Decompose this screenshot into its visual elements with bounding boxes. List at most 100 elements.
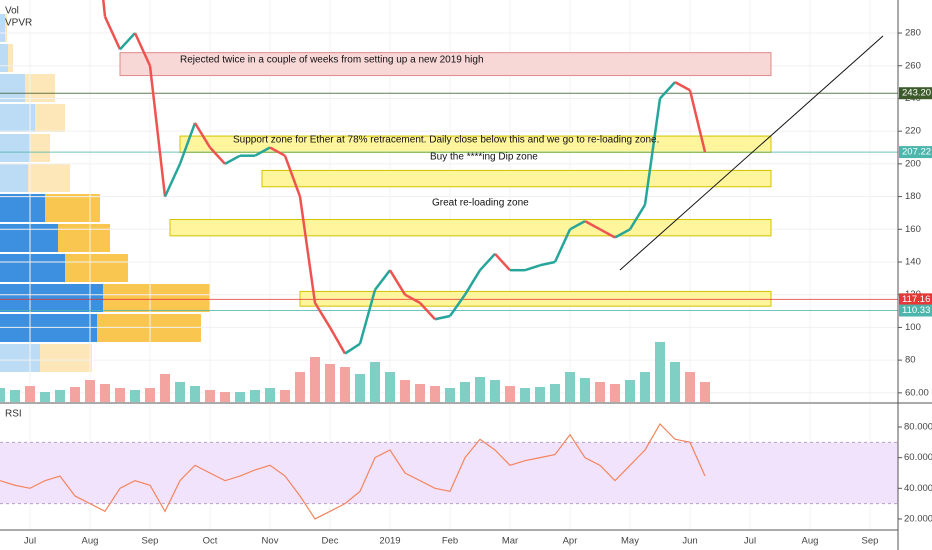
volume-bar bbox=[145, 388, 155, 402]
y-tick-label: 200 bbox=[905, 158, 921, 169]
y-tick-label: 160 bbox=[905, 224, 921, 235]
price-segment bbox=[614, 228, 631, 239]
vpvr-up bbox=[0, 44, 8, 72]
volume-bar bbox=[580, 378, 590, 402]
price-segment bbox=[419, 302, 436, 321]
vol-label: Vol bbox=[5, 6, 19, 17]
vpvr-down bbox=[97, 314, 201, 342]
x-tick-label: Apr bbox=[563, 536, 578, 547]
y-tick-label: 80 bbox=[905, 355, 916, 366]
rsi-pane bbox=[0, 404, 898, 530]
volume-bar bbox=[535, 387, 545, 402]
vpvr-up bbox=[0, 134, 30, 162]
x-tick-label: Jul bbox=[24, 536, 36, 547]
x-tick-label: 2019 bbox=[379, 536, 400, 547]
y-tick-label: 220 bbox=[905, 126, 921, 137]
vpvr-down bbox=[103, 284, 210, 312]
volume-bar bbox=[70, 387, 80, 402]
zone-label: Great re-loading zone bbox=[432, 198, 529, 209]
vpvr-up bbox=[0, 194, 45, 222]
volume-bar bbox=[340, 367, 350, 402]
volume-bar bbox=[190, 386, 200, 402]
volume-bar bbox=[400, 380, 410, 402]
x-tick-label: Mar bbox=[502, 536, 518, 547]
x-tick-label: Sep bbox=[862, 536, 879, 547]
volume-bar bbox=[310, 357, 320, 402]
price-segment bbox=[328, 326, 347, 355]
volume-bar bbox=[490, 380, 500, 402]
vpvr bbox=[0, 14, 210, 372]
vpvr-up bbox=[0, 164, 28, 192]
volume-bar bbox=[655, 342, 665, 402]
volume-bar bbox=[610, 384, 620, 402]
rsi-y-tick-label: 80.0000 bbox=[904, 422, 932, 433]
y-tick-label: 260 bbox=[905, 60, 921, 71]
vpvr-down bbox=[30, 134, 50, 162]
vpvr-up bbox=[0, 344, 40, 372]
y-tick-label: 280 bbox=[905, 28, 921, 39]
zone bbox=[119, 52, 772, 77]
volume-bar bbox=[220, 392, 230, 402]
price-segment bbox=[374, 269, 391, 291]
price-segment bbox=[193, 122, 212, 149]
price-tag bbox=[899, 146, 932, 159]
volume-bar bbox=[40, 392, 50, 402]
price-segment bbox=[674, 81, 691, 92]
price-segment bbox=[659, 81, 676, 100]
vpvr-up bbox=[0, 314, 97, 342]
price-tag-label: 243.20 bbox=[902, 88, 931, 99]
zone bbox=[169, 218, 772, 237]
rsi-line bbox=[0, 422, 706, 520]
volume-bar bbox=[475, 377, 485, 402]
volume-bar bbox=[640, 372, 650, 402]
volume-bar bbox=[85, 380, 95, 402]
price-segment bbox=[688, 89, 707, 153]
price-segment bbox=[524, 264, 541, 272]
volume-bar bbox=[565, 372, 575, 402]
price-segment bbox=[494, 252, 511, 272]
price-segment bbox=[628, 204, 647, 230]
volume-bar bbox=[505, 386, 515, 402]
price-segment bbox=[163, 163, 182, 198]
price-segment bbox=[344, 342, 361, 355]
price-segment bbox=[119, 32, 136, 51]
volume-bar bbox=[355, 374, 365, 402]
vpvr-down bbox=[28, 164, 70, 192]
vpvr-down bbox=[58, 224, 110, 252]
price-segment bbox=[448, 293, 467, 317]
x-tick-label: May bbox=[621, 536, 639, 547]
volume-bar bbox=[235, 392, 245, 402]
volume-bar bbox=[625, 380, 635, 402]
vpvr-down bbox=[8, 44, 13, 72]
volume-bar bbox=[280, 390, 290, 402]
price-segment bbox=[463, 269, 482, 296]
price-segment bbox=[313, 302, 332, 329]
volume-bar bbox=[175, 382, 185, 402]
rsi-y-tick-label: 40.0000 bbox=[904, 483, 932, 494]
x-tick-label: Nov bbox=[262, 536, 279, 547]
volume-bar bbox=[520, 388, 530, 402]
volume-bar bbox=[550, 384, 560, 402]
volume-bar bbox=[265, 388, 275, 402]
vpvr-up bbox=[0, 224, 58, 252]
volume-bar bbox=[295, 372, 305, 402]
price-tag bbox=[899, 293, 932, 306]
volume-bar bbox=[415, 384, 425, 402]
price-tag-label: 110.33 bbox=[902, 305, 930, 316]
zone-label: Buy the ****ing Dip zone bbox=[430, 152, 538, 163]
x-tick-label: Sep bbox=[142, 536, 159, 547]
volume-bar bbox=[205, 390, 215, 402]
rsi-y-tick-label: 60.0000 bbox=[904, 452, 932, 463]
x-tick-label: Aug bbox=[802, 536, 819, 547]
rsi-label: RSI bbox=[5, 409, 22, 420]
rsi-y-tick-label: 20.0000 bbox=[904, 513, 932, 524]
price-segment bbox=[283, 155, 302, 198]
vpvr-up bbox=[0, 254, 65, 282]
volume-bar bbox=[595, 382, 605, 402]
price-segment bbox=[254, 146, 271, 157]
price-segment bbox=[209, 146, 226, 165]
volume-bar bbox=[700, 382, 710, 402]
vpvr-up bbox=[0, 74, 25, 102]
volume-bar bbox=[55, 390, 65, 402]
trend-line bbox=[619, 35, 884, 271]
